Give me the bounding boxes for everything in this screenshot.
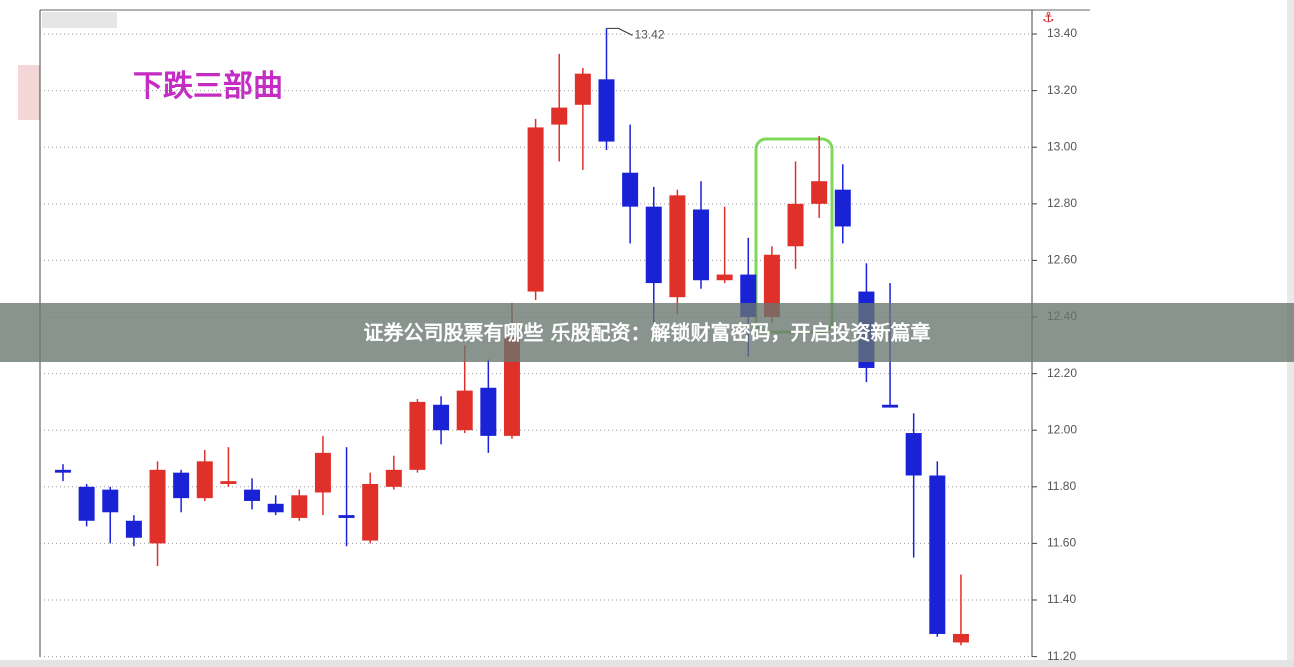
y-tick-label: 13.20 xyxy=(1047,83,1077,97)
blur-patch xyxy=(18,65,40,120)
y-tick-label: 11.40 xyxy=(1047,592,1076,606)
chart-title: 下跌三部曲 xyxy=(133,69,283,104)
banner-text: 证券公司股票有哪些 乐股配资：解锁财富密码，开启投资新篇章 xyxy=(364,321,931,345)
candle-body xyxy=(763,254,780,318)
candle-body xyxy=(267,503,284,513)
candle-body xyxy=(78,486,95,521)
candle-body xyxy=(787,203,804,247)
y-tick-label: 13.00 xyxy=(1047,139,1077,153)
candle-body xyxy=(622,172,639,207)
candle-body xyxy=(574,73,591,105)
candle-body xyxy=(811,181,828,204)
y-tick-label: 11.20 xyxy=(1047,649,1076,663)
candle-body xyxy=(716,274,733,281)
candle-body xyxy=(693,209,710,281)
candle-body xyxy=(834,189,851,227)
candle-body xyxy=(362,483,379,541)
candle-body xyxy=(314,452,331,493)
candle-body xyxy=(882,404,899,408)
y-tick-label: 12.00 xyxy=(1047,422,1077,436)
candle-body xyxy=(149,469,166,544)
candle-body xyxy=(220,481,237,484)
candle-body xyxy=(551,107,568,125)
candle-body xyxy=(196,461,213,499)
y-tick-label: 11.80 xyxy=(1047,479,1076,493)
candle-body xyxy=(433,404,450,431)
candle-body xyxy=(173,472,190,499)
candle-body xyxy=(125,520,142,538)
candle-body xyxy=(244,489,261,501)
y-tick-label: 12.20 xyxy=(1047,366,1077,380)
candle-body xyxy=(952,633,969,643)
candle-body xyxy=(527,127,544,292)
candle-body xyxy=(480,387,497,436)
bottom-strip xyxy=(0,660,1294,667)
candle-body xyxy=(291,495,308,518)
candle-body xyxy=(929,475,946,634)
annotation-line xyxy=(606,27,633,36)
y-tick-label: 12.60 xyxy=(1047,253,1077,267)
y-tick-label: 13.40 xyxy=(1047,26,1077,40)
candle-body xyxy=(598,79,615,142)
y-tick-label: 12.80 xyxy=(1047,196,1077,210)
candle-body xyxy=(456,390,473,431)
candle-body xyxy=(102,489,119,513)
y-tick-label: 11.60 xyxy=(1047,536,1076,550)
candle-body xyxy=(338,515,355,518)
candle-body xyxy=(409,401,426,470)
anchor-icon: ⚓ xyxy=(1042,10,1055,26)
candle-body xyxy=(55,469,71,473)
candle-body xyxy=(905,433,922,476)
candle-body xyxy=(669,195,686,298)
annotation: 13.42 xyxy=(634,28,664,42)
candle-body xyxy=(385,469,402,487)
banner xyxy=(0,303,1294,362)
blurred-logo xyxy=(42,12,117,28)
candle-body xyxy=(645,206,662,284)
